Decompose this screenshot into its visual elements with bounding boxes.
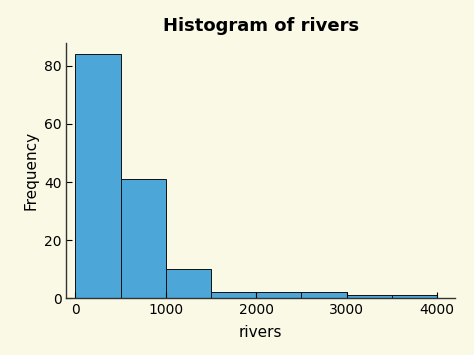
Bar: [346, 295, 392, 298]
Bar: [120, 179, 166, 298]
Bar: [392, 295, 437, 298]
X-axis label: rivers: rivers: [239, 326, 283, 340]
Bar: [166, 269, 211, 298]
Bar: [75, 54, 120, 298]
Title: Histogram of rivers: Histogram of rivers: [163, 17, 359, 36]
Bar: [301, 293, 346, 298]
Bar: [256, 293, 301, 298]
Y-axis label: Frequency: Frequency: [23, 131, 38, 210]
Bar: [211, 293, 256, 298]
